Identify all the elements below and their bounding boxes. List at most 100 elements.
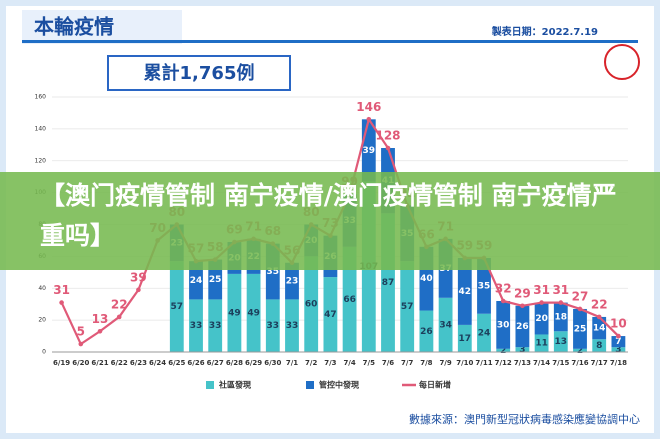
bar-segment xyxy=(515,347,530,352)
x-tick-label: 6/28 xyxy=(226,359,243,367)
bar-label: 57 xyxy=(171,302,184,312)
bar-label: 39 xyxy=(363,146,376,156)
line-label: 32 xyxy=(495,282,512,296)
bar-label: 23 xyxy=(286,277,299,287)
x-tick-label: 7/14 xyxy=(533,359,550,367)
line-point xyxy=(116,314,122,320)
bar-label: 33 xyxy=(190,321,203,331)
line-label: 31 xyxy=(533,283,550,297)
banner-text: 【澳门疫情管制 南宁疫情/澳门疫情管制 南宁疫情严重吗】 xyxy=(40,181,617,250)
source: 數據來源：澳門新型冠狀病毒感染應變協調中心 xyxy=(409,412,640,426)
line-label: 22 xyxy=(591,297,608,311)
bar-segment xyxy=(573,308,587,349)
bar-label: 8 xyxy=(596,341,602,351)
x-tick-label: 7/9 xyxy=(439,359,451,367)
legend-swatch xyxy=(306,381,314,389)
line-label: 31 xyxy=(552,283,569,297)
title-rule xyxy=(22,40,638,43)
bar-segment xyxy=(323,277,338,352)
bar-segment xyxy=(438,297,453,352)
line-point xyxy=(539,300,544,305)
bar-label: 17 xyxy=(459,334,472,344)
bar-label: 57 xyxy=(401,302,414,312)
line-label: 31 xyxy=(53,283,70,297)
line-label: 146 xyxy=(356,100,381,114)
bar-segment xyxy=(342,246,357,352)
x-tick-label: 6/26 xyxy=(187,359,204,367)
line-label: 29 xyxy=(514,286,531,300)
bar-label: 35 xyxy=(478,281,491,291)
bar-segment xyxy=(553,331,568,352)
bar-segment xyxy=(477,313,491,352)
legend-label: 管控中發現 xyxy=(319,380,359,390)
bar-segment xyxy=(189,261,203,300)
bar-label: 13 xyxy=(555,337,568,347)
bar-label: 11 xyxy=(535,339,548,349)
line-label: 13 xyxy=(92,312,109,326)
y-tick-label: 120 xyxy=(35,157,47,164)
bar-segment xyxy=(304,256,319,352)
line-point xyxy=(385,145,391,151)
bar-label: 24 xyxy=(478,328,491,338)
x-tick-label: 7/1 xyxy=(286,359,298,367)
bar-segment xyxy=(534,302,549,335)
line-label: 27 xyxy=(572,289,589,303)
x-tick-label: 7/17 xyxy=(591,359,608,367)
bar-segment xyxy=(592,316,607,340)
bar-label: 2 xyxy=(577,346,583,356)
legend-label: 社區發現 xyxy=(218,380,251,390)
chart-title: 本輪疫情 xyxy=(34,15,114,39)
y-tick-label: 140 xyxy=(35,125,47,132)
bar-segment xyxy=(285,299,299,352)
bar-label: 42 xyxy=(459,287,472,297)
x-tick-label: 7/10 xyxy=(456,359,473,367)
bar-label: 26 xyxy=(516,322,529,332)
bar-segment xyxy=(534,334,549,352)
x-tick-label: 7/5 xyxy=(363,359,375,367)
total-box xyxy=(107,55,291,91)
line-label: 39 xyxy=(130,270,147,284)
bar-label: 3 xyxy=(519,345,525,355)
bar-segment xyxy=(246,273,261,352)
line-point xyxy=(136,287,141,293)
x-tick-label: 7/3 xyxy=(324,359,336,367)
bar-segment xyxy=(496,301,511,349)
x-tick-label: 7/6 xyxy=(382,359,394,367)
line-point xyxy=(558,300,564,305)
bar-label: 25 xyxy=(209,275,222,285)
line-point xyxy=(59,300,64,305)
line-point xyxy=(616,333,621,339)
bar-segment xyxy=(189,299,203,352)
x-tick-label: 7/8 xyxy=(420,359,432,367)
x-tick-label: 6/30 xyxy=(264,359,281,367)
bar-segment xyxy=(227,273,242,352)
line-point xyxy=(366,117,372,122)
bar-label: 35 xyxy=(267,267,280,277)
bar-segment xyxy=(592,339,607,352)
bar-label: 14 xyxy=(593,324,606,334)
x-tick-label: 7/13 xyxy=(514,359,531,367)
bar-label: 3 xyxy=(615,345,621,355)
y-tick-label: 160 xyxy=(35,94,47,101)
bar-label: 33 xyxy=(267,321,280,331)
bar-label: 87 xyxy=(382,278,395,288)
logo xyxy=(604,44,640,80)
x-tick-label: 6/24 xyxy=(149,359,166,367)
line-label: 5 xyxy=(77,325,85,339)
bar-segment xyxy=(419,310,434,352)
x-tick-label: 6/22 xyxy=(111,359,128,367)
bar-segment xyxy=(573,348,587,352)
x-tick-label: 6/23 xyxy=(130,359,147,367)
bar-label: 66 xyxy=(343,295,356,305)
bar-label: 20 xyxy=(535,314,548,324)
bar-label: 49 xyxy=(247,308,260,318)
legend-label: 每日新增 xyxy=(419,380,451,390)
x-tick-label: 6/20 xyxy=(72,359,89,367)
bar-segment xyxy=(457,257,472,325)
bar-segment xyxy=(553,302,568,332)
x-tick-label: 6/29 xyxy=(245,359,262,367)
x-tick-label: 7/4 xyxy=(343,359,355,367)
x-tick-label: 7/12 xyxy=(495,359,512,367)
bar-label: 40 xyxy=(420,274,433,284)
